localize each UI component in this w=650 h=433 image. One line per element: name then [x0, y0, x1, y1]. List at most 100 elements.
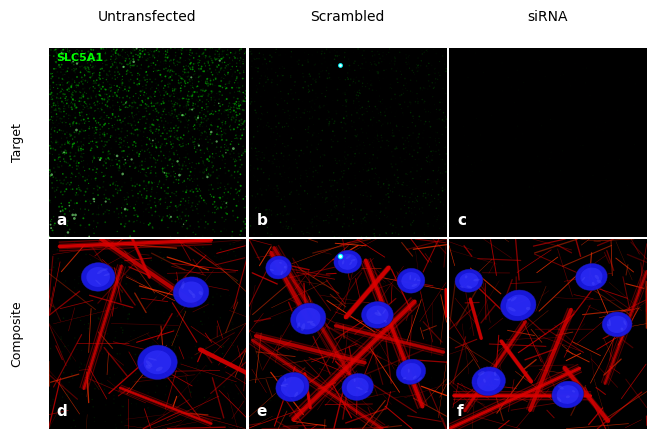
Point — [200, 199, 210, 206]
Point — [52, 68, 62, 75]
Point — [46, 84, 56, 91]
Point — [70, 191, 81, 198]
Point — [146, 193, 156, 200]
Point — [166, 172, 176, 179]
Point — [76, 187, 86, 194]
Point — [339, 115, 349, 122]
Point — [397, 176, 408, 183]
Point — [278, 162, 289, 169]
Text: Untransfected: Untransfected — [98, 10, 197, 24]
Point — [337, 124, 347, 131]
Point — [125, 64, 135, 71]
Point — [196, 305, 206, 312]
Point — [280, 283, 290, 290]
Point — [285, 191, 295, 197]
Point — [239, 119, 249, 126]
Point — [404, 151, 415, 158]
Point — [358, 116, 368, 123]
Point — [111, 126, 121, 133]
Point — [398, 110, 408, 116]
Point — [105, 87, 116, 94]
Point — [138, 149, 149, 156]
Point — [287, 132, 298, 139]
Point — [205, 136, 215, 143]
Point — [307, 133, 317, 140]
Point — [46, 126, 57, 132]
Ellipse shape — [572, 390, 575, 392]
Point — [213, 52, 223, 58]
Point — [71, 402, 81, 409]
Point — [249, 231, 259, 238]
Point — [376, 111, 386, 118]
Point — [215, 83, 226, 90]
Point — [321, 74, 332, 81]
Point — [408, 163, 419, 170]
Point — [94, 316, 104, 323]
Point — [262, 89, 272, 96]
Point — [314, 103, 324, 110]
Point — [116, 312, 127, 319]
Point — [137, 87, 148, 94]
Point — [313, 422, 323, 429]
Point — [139, 74, 150, 81]
Point — [168, 338, 178, 345]
Point — [140, 77, 150, 84]
Point — [68, 100, 78, 107]
Point — [126, 69, 136, 76]
Point — [333, 380, 344, 387]
Point — [169, 346, 179, 352]
Point — [227, 84, 237, 91]
Point — [162, 341, 172, 348]
Point — [76, 50, 86, 57]
Point — [46, 96, 57, 103]
Point — [44, 389, 55, 396]
Point — [122, 48, 133, 55]
Point — [344, 215, 355, 222]
Point — [241, 327, 252, 334]
Point — [164, 81, 174, 87]
Point — [371, 61, 382, 68]
Point — [125, 233, 135, 240]
Point — [120, 220, 131, 227]
Point — [68, 54, 79, 61]
Point — [51, 65, 61, 72]
Point — [137, 97, 148, 104]
Point — [86, 145, 97, 152]
Point — [315, 103, 325, 110]
Point — [116, 210, 127, 216]
Point — [58, 71, 68, 78]
Point — [172, 115, 183, 122]
Point — [291, 147, 302, 154]
Point — [57, 89, 67, 96]
Point — [120, 83, 130, 90]
Point — [397, 55, 408, 61]
Point — [257, 157, 267, 164]
Point — [117, 125, 127, 132]
Point — [233, 79, 243, 86]
Point — [193, 210, 203, 217]
Point — [47, 93, 58, 100]
Point — [70, 64, 81, 71]
Point — [122, 70, 133, 77]
Point — [162, 48, 173, 55]
Point — [70, 220, 81, 227]
Point — [60, 205, 71, 212]
Point — [441, 185, 451, 192]
Point — [86, 93, 96, 100]
Point — [98, 63, 108, 70]
Point — [177, 75, 187, 82]
Point — [358, 246, 369, 252]
Point — [44, 261, 55, 268]
Point — [286, 188, 296, 195]
Point — [198, 92, 208, 99]
Point — [55, 363, 65, 370]
Point — [220, 141, 231, 148]
Point — [497, 59, 507, 66]
Point — [344, 232, 355, 239]
Point — [254, 196, 265, 203]
Point — [373, 69, 384, 76]
Point — [122, 61, 132, 68]
Point — [141, 81, 151, 88]
Point — [411, 61, 422, 68]
Point — [201, 78, 211, 85]
